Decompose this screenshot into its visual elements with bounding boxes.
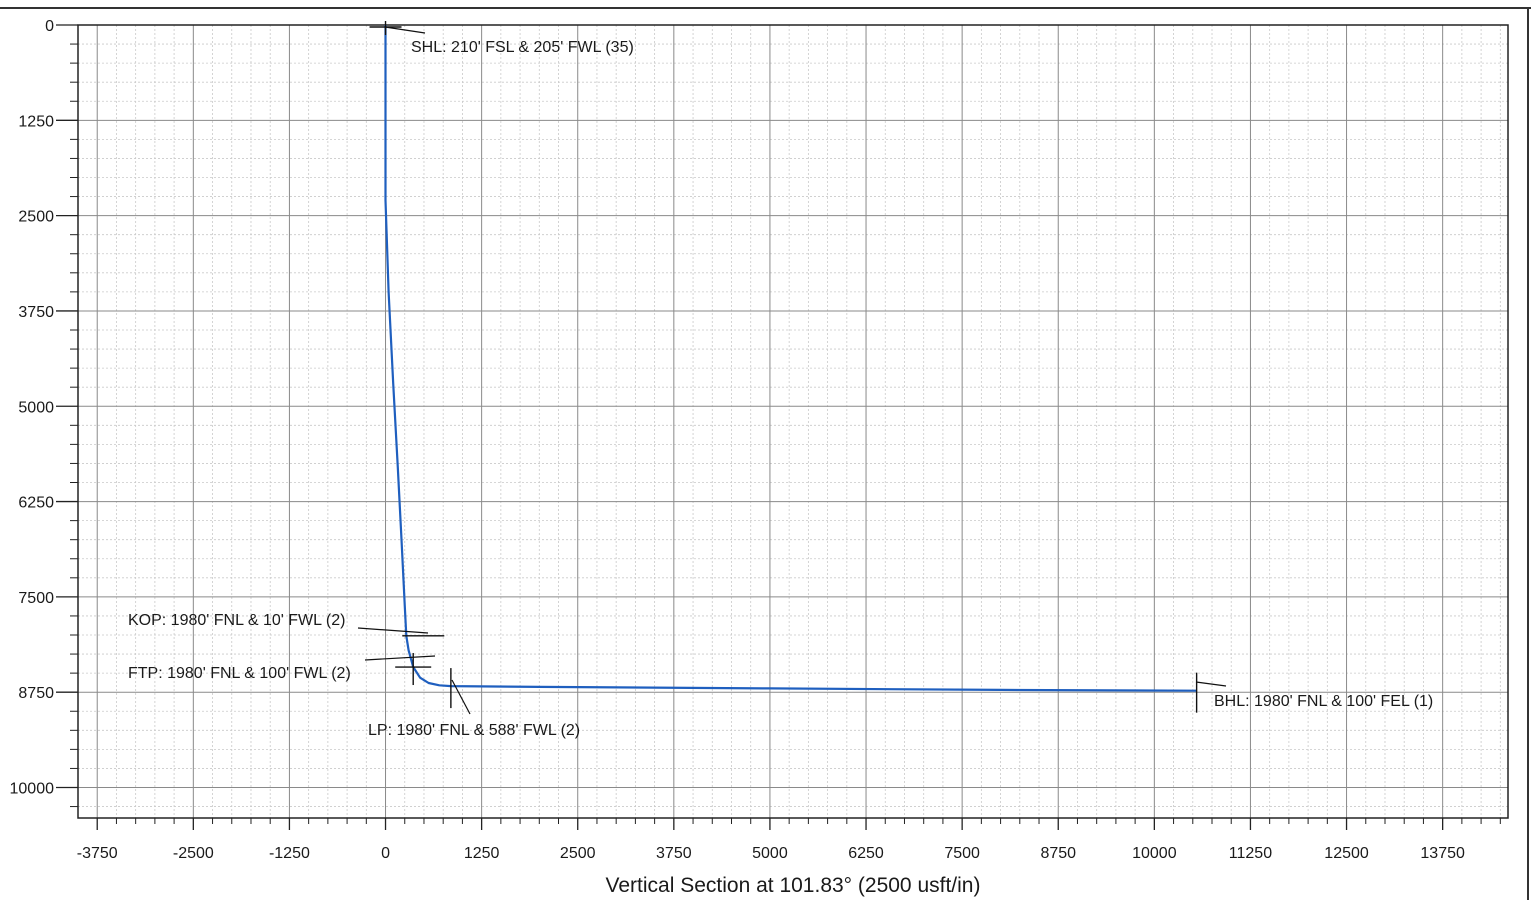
y-tick-label: 3750 [18,304,54,321]
x-tick-label: 5000 [752,845,788,862]
x-tick-label: 11250 [1229,845,1272,862]
wellbore-path-line [384,25,1197,692]
y-axis: 0 1250 2500 3750 5000 6250 7500 8750 10000 [10,18,78,808]
x-axis-title: Vertical Section at 101.83° (2500 usft/i… [606,874,981,897]
x-tick-label: 13750 [1420,845,1465,862]
x-tick-label: -3750 [77,845,118,862]
x-tick-label: 12500 [1324,845,1369,862]
x-tick-label: 6250 [848,845,884,862]
x-tick-label: 10000 [1132,845,1177,862]
y-tick-label: 6250 [18,495,54,512]
annotation-label: LP: 1980' FNL & 588' FWL (2) [368,722,580,739]
x-tick-label: 7500 [944,845,980,862]
y-tick-label: 10000 [10,781,55,798]
annotation-leader [357,627,429,634]
x-tick-label: 1250 [464,845,500,862]
annotation-leader [451,679,471,715]
annotation-leader [1195,681,1227,687]
minor-grid [78,25,1508,818]
annotation-label: KOP: 1980' FNL & 10' FWL (2) [128,612,345,629]
annotation-label: BHL: 1980' FNL & 100' FEL (1) [1214,693,1433,710]
y-tick-label: 0 [45,18,54,35]
x-axis: -3750 -2500 -1250 0 1250 2500 3750 5000 6250 7500… [77,818,1501,862]
annotation-layer: SHL: 210' FSL & 205' FWL (35) KOP: 1980' … [128,21,1433,739]
y-tick-label: 8750 [18,685,54,702]
y-tick-label: 7500 [18,590,54,607]
x-tick-label: 2500 [560,845,596,862]
plot-frame [77,24,1509,819]
annotation-label: FTP: 1980' FNL & 100' FWL (2) [128,665,351,682]
x-tick-label: -1250 [269,845,310,862]
annotation-label: SHL: 210' FSL & 205' FWL (35) [411,39,634,56]
y-tick-label: 5000 [18,399,54,416]
x-tick-label: -2500 [173,845,214,862]
series-layer [384,25,1197,692]
annotation-marker [395,653,432,686]
annotation-leader [384,26,426,34]
y-tick-label: 2500 [18,209,54,226]
x-tick-label: 0 [381,845,390,862]
annotation-leader [364,655,436,661]
y-tick-label: 1250 [18,113,54,130]
x-tick-label: 8750 [1040,845,1076,862]
x-tick-label: 3750 [656,845,692,862]
